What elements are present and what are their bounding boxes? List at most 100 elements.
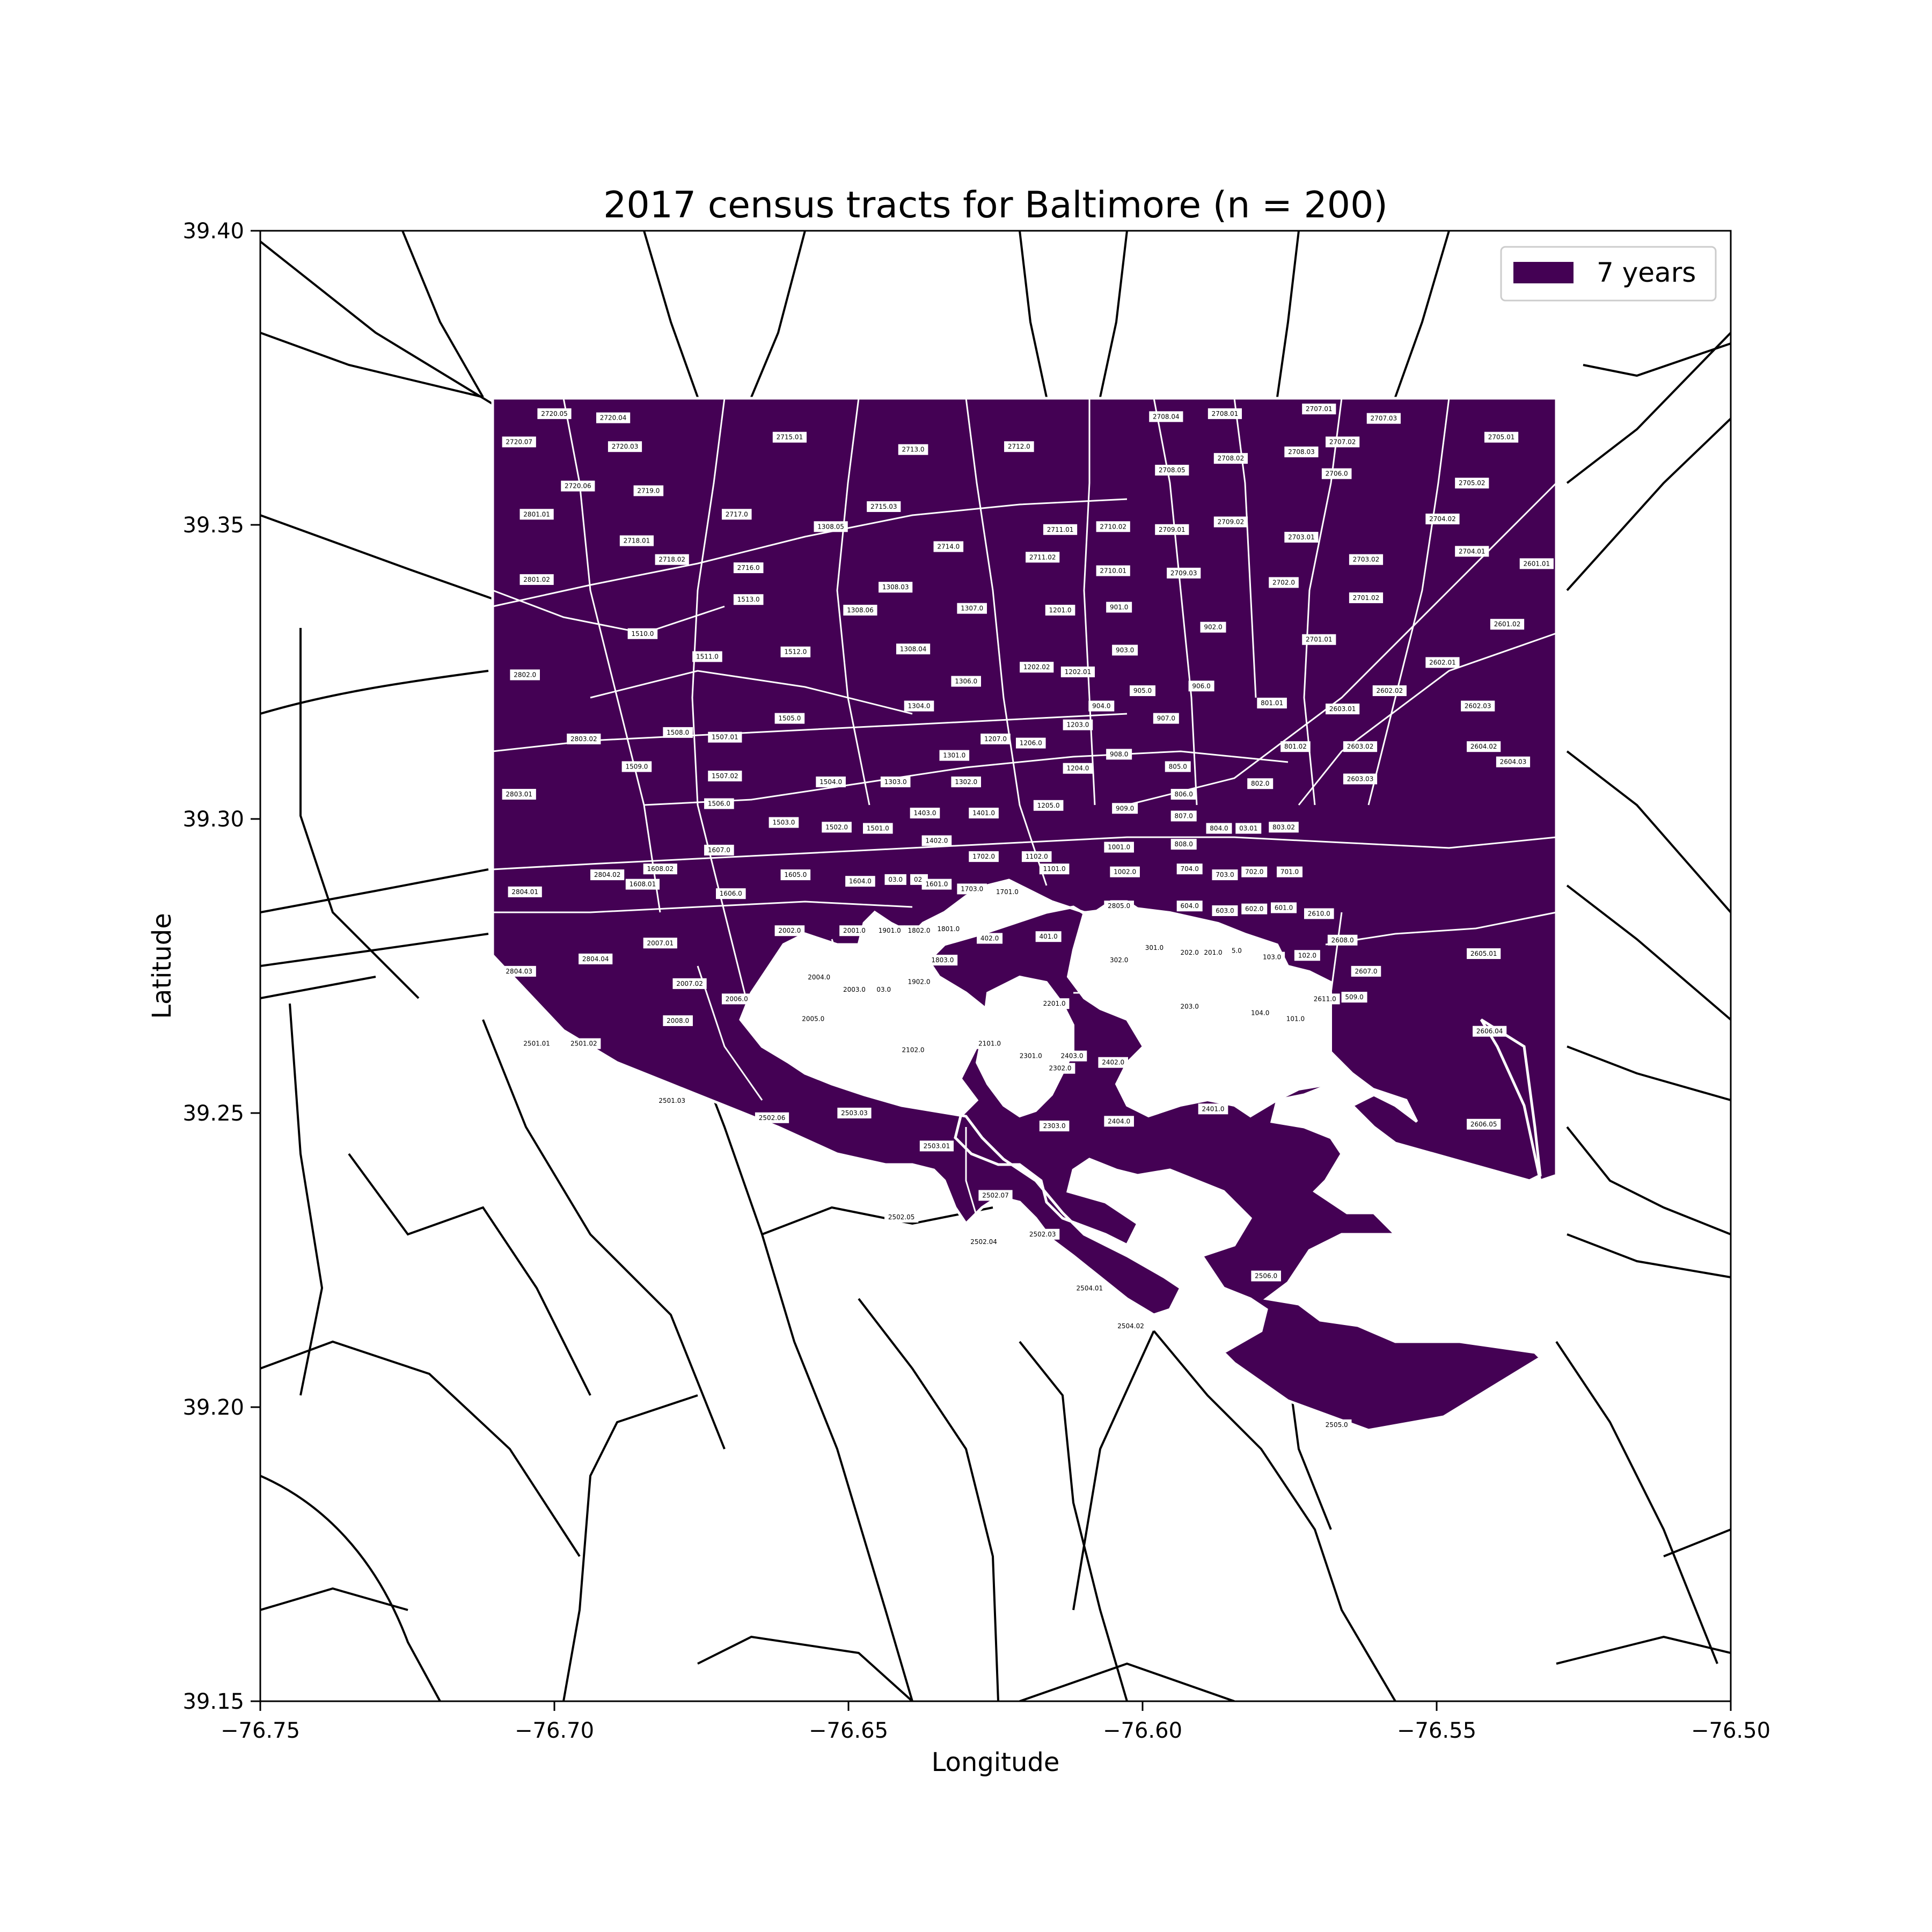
tract-label: 2720.05 (537, 408, 572, 419)
tract-label-box (1277, 866, 1302, 877)
tract-label-box (1343, 773, 1378, 785)
tract-label-text: 2502.06 (759, 1114, 786, 1122)
tract-label-text: 2501.02 (570, 1040, 597, 1048)
tract-label-text: 2506.0 (1255, 1272, 1277, 1280)
tract-label: 2704.01 (1455, 546, 1489, 557)
tract-label-text: 1702.0 (972, 853, 995, 860)
tract-label: 2502.05 (884, 1211, 919, 1223)
plot-area: 2720.05 2720.04 2720.07 2720.03 2715.01 2713.… (260, 231, 1731, 1701)
tract-label: 2708.02 (1213, 453, 1248, 464)
tract-label-text: 2715.01 (777, 434, 803, 441)
tract-label: 2707.02 (1326, 436, 1360, 448)
tract-label-box (1282, 1013, 1308, 1024)
tract-label-text: 2705.02 (1459, 479, 1485, 487)
tract-label-text: 2715.03 (870, 503, 897, 510)
tract-label-text: 1403.0 (913, 809, 936, 817)
tract-label: 805.0 (1165, 761, 1191, 772)
tract-label-box (1110, 866, 1140, 877)
tract-label-box (919, 1140, 954, 1152)
tract-label: 2713.0 (898, 444, 928, 455)
tract-label: 806.0 (1170, 788, 1197, 800)
tract-label: 2802.0 (510, 669, 540, 680)
tract-label: 902.0 (1200, 621, 1226, 633)
tract-label-box (1213, 453, 1248, 464)
tract-label-text: 602.0 (1245, 905, 1263, 913)
tract-label: 2605.01 (1467, 948, 1501, 959)
tract-label-box (977, 933, 1003, 944)
tract-label: 2720.06 (561, 480, 595, 492)
tract-label: 1206.0 (1015, 737, 1046, 749)
tract-label: 2002.0 (774, 925, 805, 936)
tract-label-text: 2803.02 (570, 735, 597, 743)
tract-label-text: 1308.04 (900, 645, 927, 653)
tract-label-box (510, 669, 540, 680)
tract-label-box (1170, 788, 1197, 800)
tract-label-text: 2701.02 (1353, 594, 1380, 602)
tract-label-box (755, 1112, 789, 1123)
tract-label-text: 801.02 (1284, 743, 1307, 750)
tract-label-box (655, 554, 689, 565)
tract-label-text: 902.0 (1204, 624, 1222, 631)
tract-label-text: 1102.0 (1026, 853, 1048, 860)
tract-label-box (1213, 516, 1248, 528)
tract-label-box (1043, 524, 1078, 535)
legend-box (1500, 246, 1717, 302)
tract-label-text: 1306.0 (955, 678, 977, 685)
tract-label-box (579, 953, 613, 964)
tract-label-box (837, 1108, 872, 1118)
tract-labels: 2720.05 2720.04 2720.07 2720.03 2715.01 2713.… (502, 404, 1554, 1430)
tract-label: 1308.06 (843, 604, 877, 616)
tract-label-box (1188, 680, 1214, 692)
tract-label: 2505.0 (1321, 1419, 1352, 1430)
tract-label-text: 2101.0 (978, 1040, 1001, 1048)
tract-label-box (879, 582, 913, 593)
tract-label-box (1167, 567, 1201, 579)
tract-label-box (1072, 1283, 1107, 1294)
tract-label-box (1425, 514, 1460, 525)
tract-label: 2720.07 (502, 436, 536, 448)
tract-label-text: 2607.0 (1355, 968, 1377, 975)
background-boundaries (260, 231, 1731, 1701)
tract-label: 1202.02 (1020, 662, 1054, 673)
tract-label-box (1455, 478, 1489, 489)
tract-label-text: 2502.03 (1029, 1231, 1056, 1238)
tract-label: 1506.0 (704, 798, 734, 809)
tract-label: 1703.0 (957, 883, 987, 895)
tract-label: 1401.0 (969, 808, 999, 819)
tract-label-text: 701.0 (1280, 868, 1299, 876)
tract-label-text: 2803.01 (506, 791, 532, 798)
map-title: 2017 census tracts for Baltimore (n = 20… (603, 184, 1388, 226)
tract-label-text: 2504.02 (1117, 1322, 1144, 1330)
tract-label-box (1063, 763, 1093, 774)
tract-label: 2708.04 (1149, 411, 1183, 422)
tract-label-box (1467, 948, 1501, 959)
tract-label: 2404.0 (1104, 1116, 1134, 1127)
tract-label: 908.0 (1106, 749, 1132, 760)
tract-label: 1002.0 (1110, 866, 1140, 877)
tract-label: 2709.01 (1155, 524, 1189, 535)
tract-label-box (1484, 431, 1519, 443)
tract-label: 1402.0 (921, 835, 952, 846)
tract-label-text: 1308.06 (847, 606, 874, 614)
tract-label-box (733, 594, 764, 605)
tract-label-box (780, 869, 811, 881)
tract-label-text: 103.0 (1263, 954, 1281, 961)
tract-label: 2711.01 (1043, 524, 1078, 535)
tract-label-text: 903.0 (1116, 646, 1134, 654)
tract-label-box (933, 541, 964, 552)
tract-label-text: 2504.01 (1077, 1285, 1103, 1292)
tract-label-text: 2007.02 (676, 980, 703, 987)
x-tick-label: −76.55 (1397, 1718, 1476, 1743)
tract-label-box (1033, 800, 1064, 811)
tract-label: 2001.0 (839, 925, 869, 936)
tract-label: 2003.0 (839, 984, 869, 995)
tract-label: 1308.05 (814, 521, 848, 532)
tract-label-box (1455, 546, 1489, 557)
tract-label-text: 702.0 (1245, 868, 1263, 876)
tract-label: 102.0 (1294, 950, 1320, 961)
tract-label-text: 2602.02 (1377, 687, 1403, 694)
tract-label: 2604.02 (1467, 741, 1501, 752)
tract-label-text: 2006.0 (726, 995, 748, 1002)
tract-label-box (1112, 803, 1138, 814)
tract-label: 1701.0 (992, 886, 1022, 897)
